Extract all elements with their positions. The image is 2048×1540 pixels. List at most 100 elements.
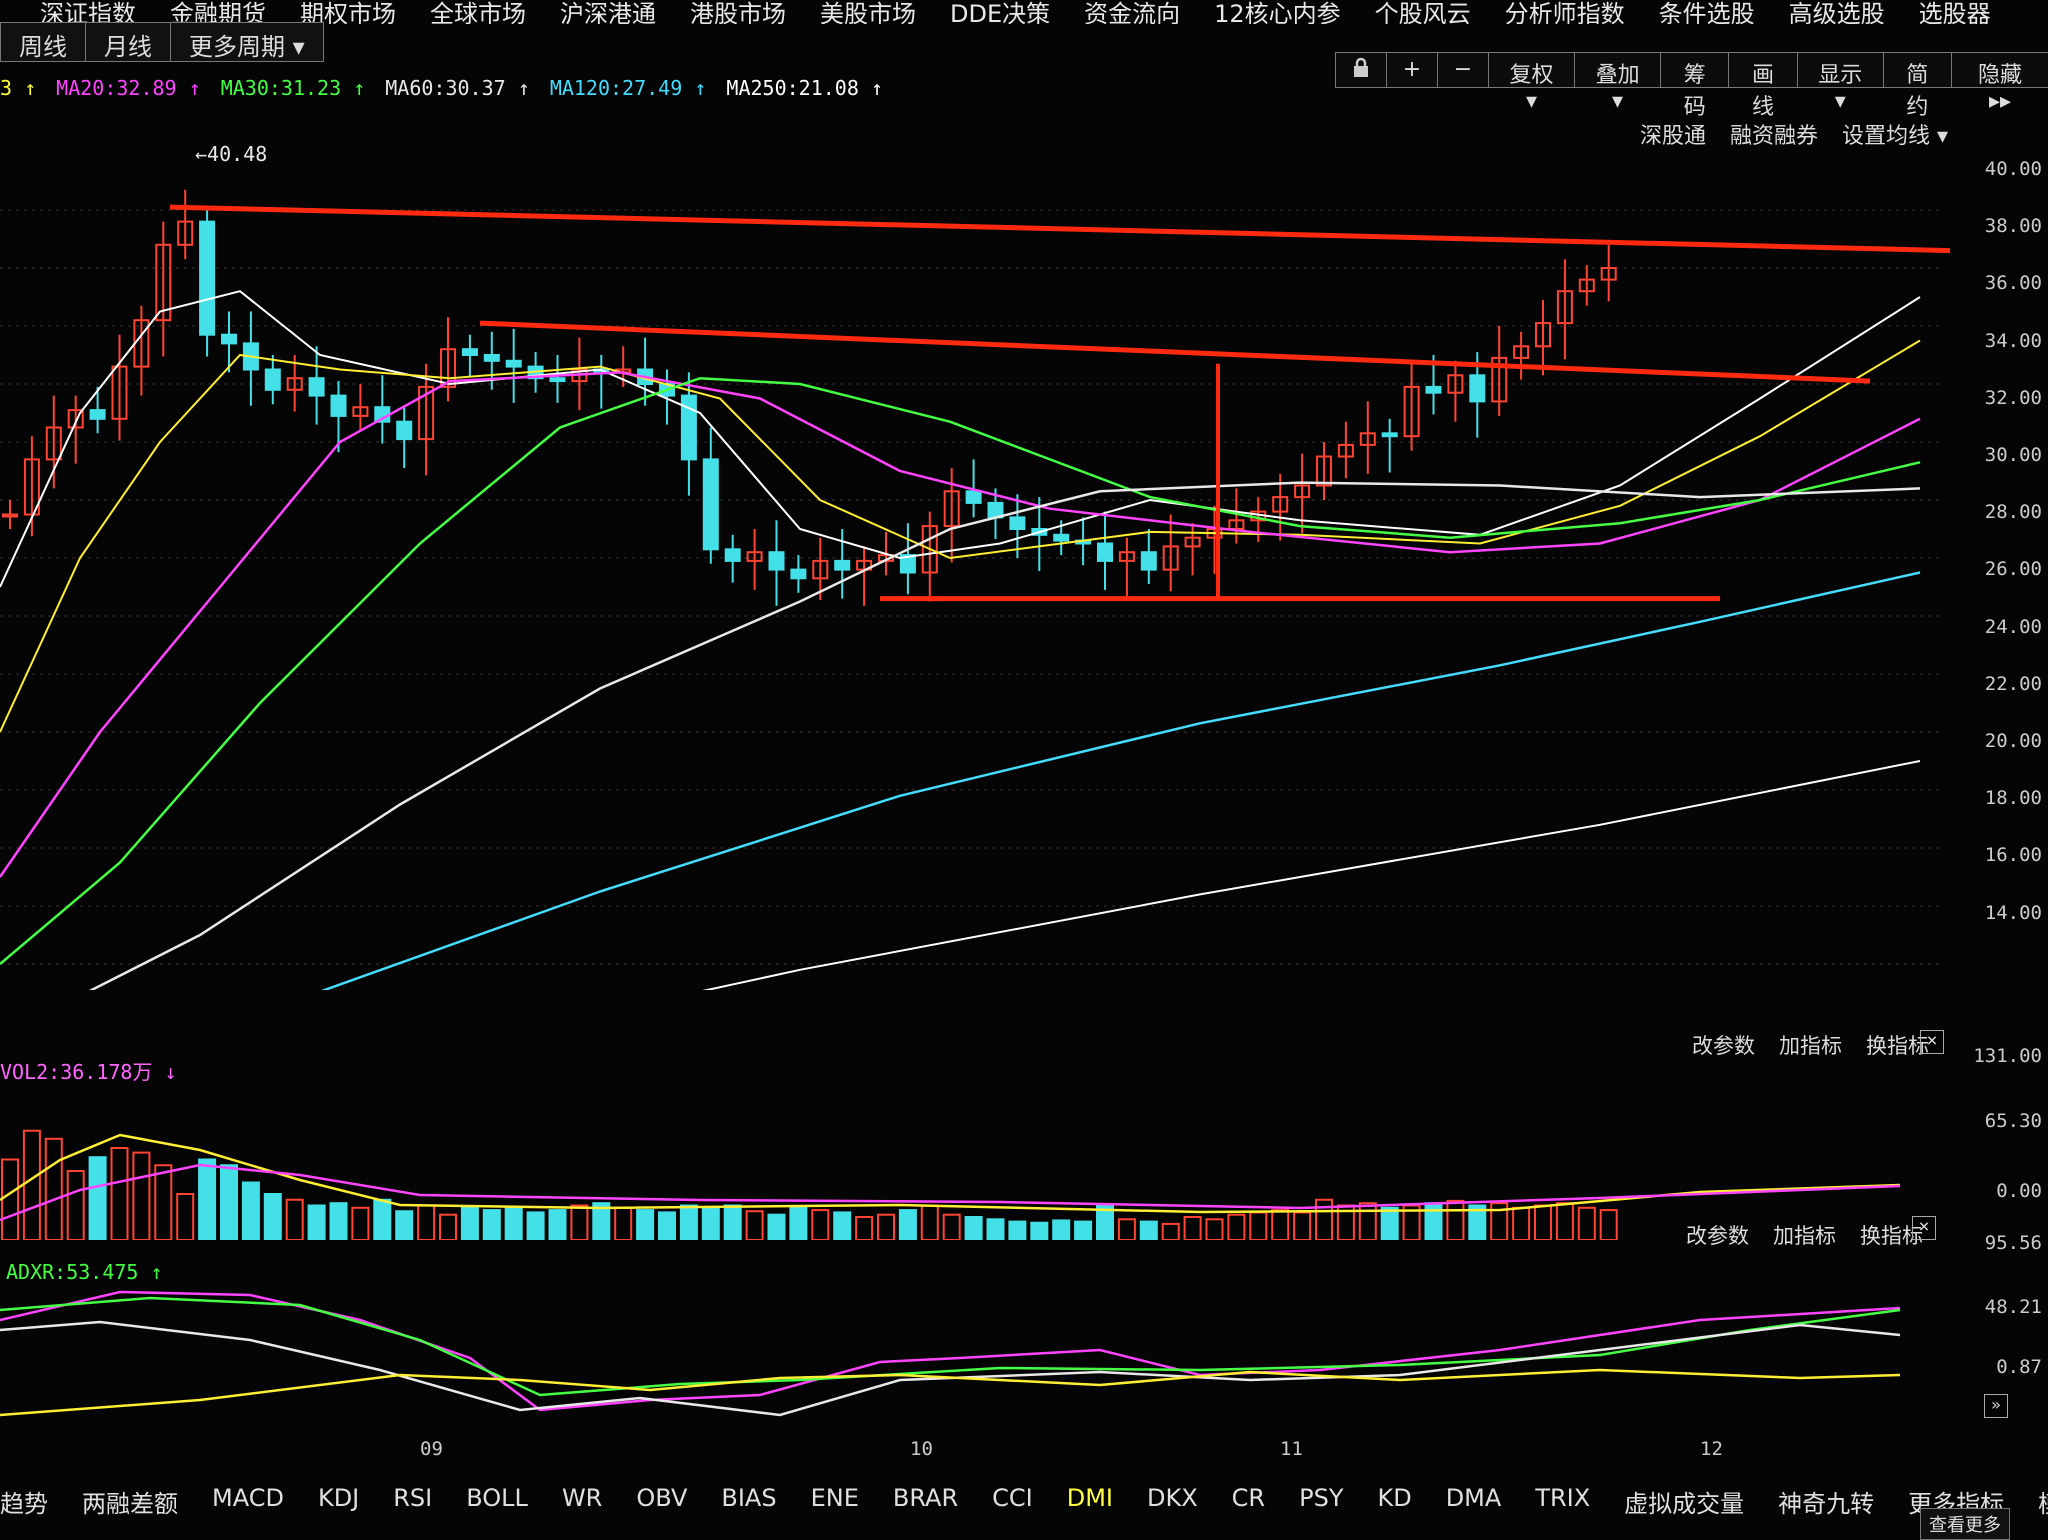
candle-body [286,377,303,391]
indicator-tab[interactable]: DMA [1445,1484,1502,1512]
indicator-tab[interactable]: KD [1377,1484,1412,1512]
indicator-tab[interactable]: MACD [212,1484,284,1512]
candle-body [1403,385,1420,438]
indicator-tab[interactable]: OBV [636,1484,688,1512]
volume-bar [504,1206,523,1240]
simple-mode-button[interactable]: 简约 [1882,52,1953,120]
chip-distribution-button[interactable]: 筹码 [1660,52,1730,120]
top-menu-item[interactable]: DDE决策 [950,0,1051,24]
indicator-tab[interactable]: PSY [1299,1484,1344,1512]
overlay-dropdown[interactable]: 叠加 ▾ [1574,52,1662,114]
indicator-tab[interactable]: KDJ [317,1484,360,1512]
ma250-legend: MA250:21.08 ↑ [726,76,883,100]
candle-body [834,559,851,571]
indicator-tab[interactable]: BOLL [466,1484,528,1512]
volume-legend: VOL2:36.178万 ↓ [0,1060,177,1084]
candle-body [790,568,807,580]
volume-change-params-link[interactable]: 改参数 [1692,1034,1755,1058]
dmi-chart[interactable] [0,1280,1960,1430]
tab-weekly[interactable]: 周线 [0,22,86,62]
indicator-tab[interactable]: CCI [992,1484,1033,1512]
display-dropdown[interactable]: 显示 ▾ [1796,52,1884,114]
ma30-line [0,376,1921,965]
candle-body [1535,322,1551,348]
indicator-tab[interactable]: 虚拟成交量 [1624,1490,1745,1518]
price-tick-label: 14.00 [1984,901,2042,924]
volume-bar [66,1170,85,1240]
month-label: 11 [1280,1438,1303,1460]
volume-bar [1,1158,19,1240]
price-tick-label: 28.00 [1984,501,2042,524]
hk-connect-link[interactable]: 深股通 [1640,124,1707,149]
volume-bar [1380,1206,1399,1240]
tab-monthly[interactable]: 月线 [85,22,171,62]
top-menu-item[interactable]: 期权市场 [300,0,396,24]
indicator-tab[interactable]: 神奇九转 [1778,1490,1875,1518]
indicator-tab[interactable]: 模板 [2038,1484,2048,1530]
zoom-out-button[interactable]: − [1437,52,1489,88]
candle-body [1359,432,1376,446]
candle-body [2,513,18,518]
top-menu-item[interactable]: 港股市场 [690,0,786,24]
top-menu-item[interactable]: 美股市场 [820,0,916,24]
indicator-tab[interactable]: ENE [810,1484,859,1512]
indicator-tab[interactable]: RSI [393,1484,433,1512]
top-menu-item[interactable]: 条件选股 [1658,0,1755,24]
hide-button[interactable]: 隐藏 ▸▸ [1951,52,2048,114]
candle-body [45,426,62,461]
volume-bar [1512,1206,1531,1240]
top-menu-item[interactable]: 沪深港通 [560,0,656,24]
dmi-add-indicator-link[interactable]: 加指标 [1773,1224,1836,1248]
draw-line-button[interactable]: 画线 [1728,52,1798,120]
volume-bar [329,1202,348,1240]
lock-button[interactable] [1335,52,1387,88]
candle-body [943,490,960,528]
top-menu-item[interactable]: 全球市场 [430,0,526,24]
volume-add-indicator-link[interactable]: 加指标 [1779,1034,1842,1058]
price-tick-label: 26.00 [1984,558,2042,581]
volume-switch-indicator-link[interactable]: 换指标 [1866,1034,1929,1058]
close-icon[interactable]: × [1920,1030,1944,1054]
fuquan-dropdown[interactable]: 复权 ▾ [1488,52,1576,114]
indicator-tab[interactable]: BRAR [892,1484,959,1512]
candle-body [1425,385,1442,394]
indicator-tab[interactable]: 趋势 [0,1490,48,1518]
candle-body [1381,432,1398,438]
ma120-line [320,571,1921,990]
volume-bar [460,1206,479,1240]
indicator-tab[interactable]: TRIX [1535,1484,1591,1512]
top-menu-item[interactable]: 个股风云 [1374,0,1471,24]
ma-legend-item: 3 ↑ [0,76,37,100]
candle-body [67,409,84,429]
indicator-tab[interactable]: 两融差额 [82,1490,178,1518]
volume-bar [1074,1220,1093,1240]
indicator-tab[interactable]: DMI [1066,1484,1113,1512]
scroll-right-button[interactable]: » [1984,1394,2008,1418]
top-menu-item[interactable]: 12核心内参 [1214,0,1341,24]
top-menu-item[interactable]: 资金流向 [1084,0,1181,24]
top-menu-item[interactable]: 选股器 [1918,0,1991,24]
dmi-change-params-link[interactable]: 改参数 [1686,1224,1749,1248]
period-tabs: 周线 月线 更多周期 ▾ [0,22,324,62]
indicator-tab[interactable]: DKX [1147,1484,1198,1512]
margin-trading-link[interactable]: 融资融券 [1730,124,1819,149]
ma-settings-dropdown[interactable]: 设置均线 ▾ [1842,124,1949,149]
indicator-tab[interactable]: CR [1231,1484,1266,1512]
peak-price-label: ←40.48 [195,142,268,166]
candle-body [352,406,369,417]
indicator-tab[interactable]: BIAS [721,1484,777,1512]
top-menu-item[interactable]: 高级选股 [1788,0,1885,24]
candle-body [768,551,785,571]
indicator-tab[interactable]: WR [561,1484,603,1512]
view-more-button[interactable]: 查看更多 [1920,1508,2010,1540]
top-menu-item[interactable]: 金融期货 [170,0,266,24]
volume-ma10-line [0,1163,1901,1222]
candlestick-chart[interactable] [0,150,1960,990]
volume-chart[interactable] [0,1080,1960,1240]
candle-body [396,420,413,441]
zoom-in-button[interactable]: + [1386,52,1438,88]
top-menu-item[interactable]: 分析师指数 [1504,0,1625,24]
top-menu-item[interactable]: 深证指数 [40,0,136,24]
tab-more-periods[interactable]: 更多周期 ▾ [170,22,324,62]
close-icon[interactable]: × [1912,1216,1936,1240]
